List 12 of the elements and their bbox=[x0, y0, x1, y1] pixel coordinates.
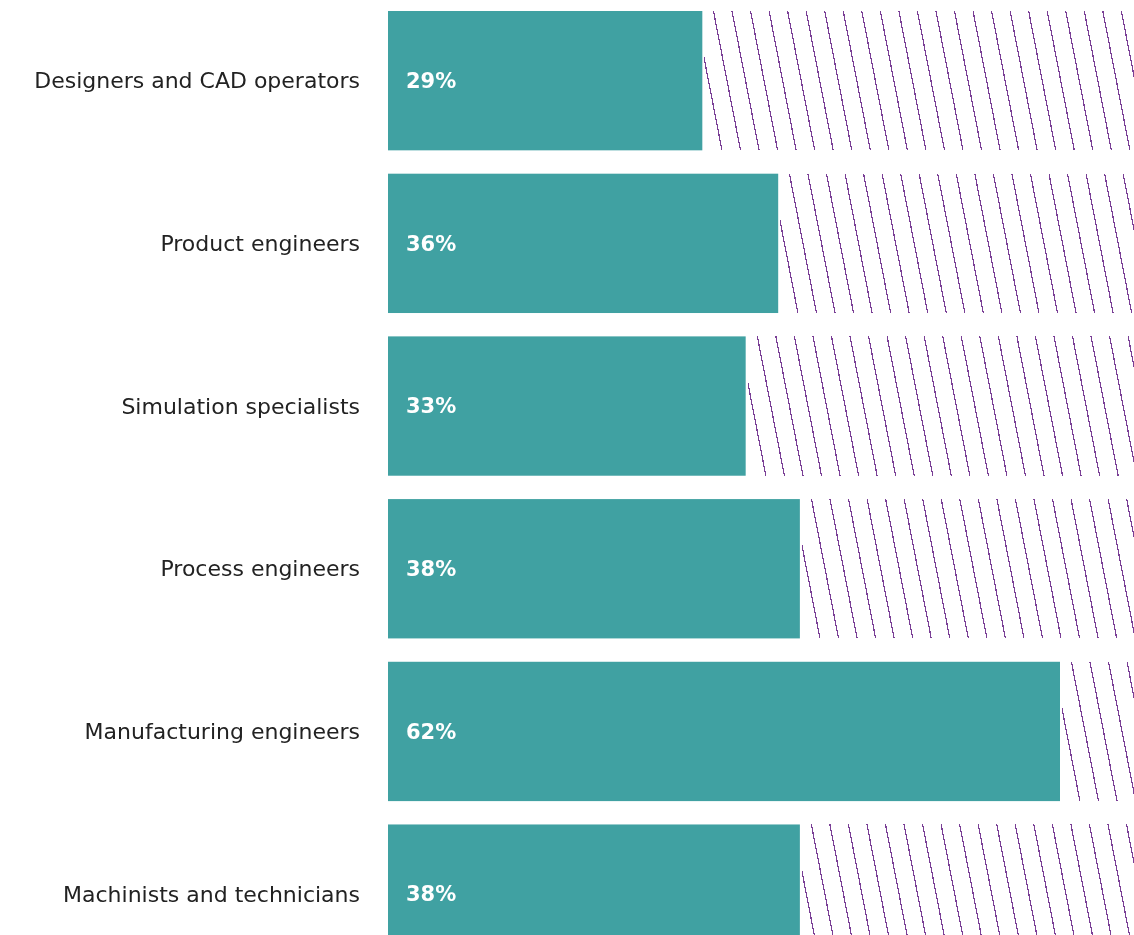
y-tick-label: Designers and CAD operators bbox=[34, 68, 360, 94]
data-label: 33% bbox=[406, 394, 457, 419]
y-tick-label: Machinists and technicians bbox=[63, 881, 360, 907]
data-label: 38% bbox=[406, 557, 457, 582]
y-tick-label: Product engineers bbox=[160, 231, 360, 257]
y-tick-label: Manufacturing engineers bbox=[84, 719, 360, 745]
y-tick-label: Process engineers bbox=[160, 556, 360, 582]
data-label: 29% bbox=[406, 69, 457, 94]
data-label: 36% bbox=[406, 231, 457, 256]
data-label: 62% bbox=[406, 719, 457, 744]
y-tick-label: Simulation specialists bbox=[121, 393, 360, 419]
data-label: 38% bbox=[406, 882, 457, 907]
